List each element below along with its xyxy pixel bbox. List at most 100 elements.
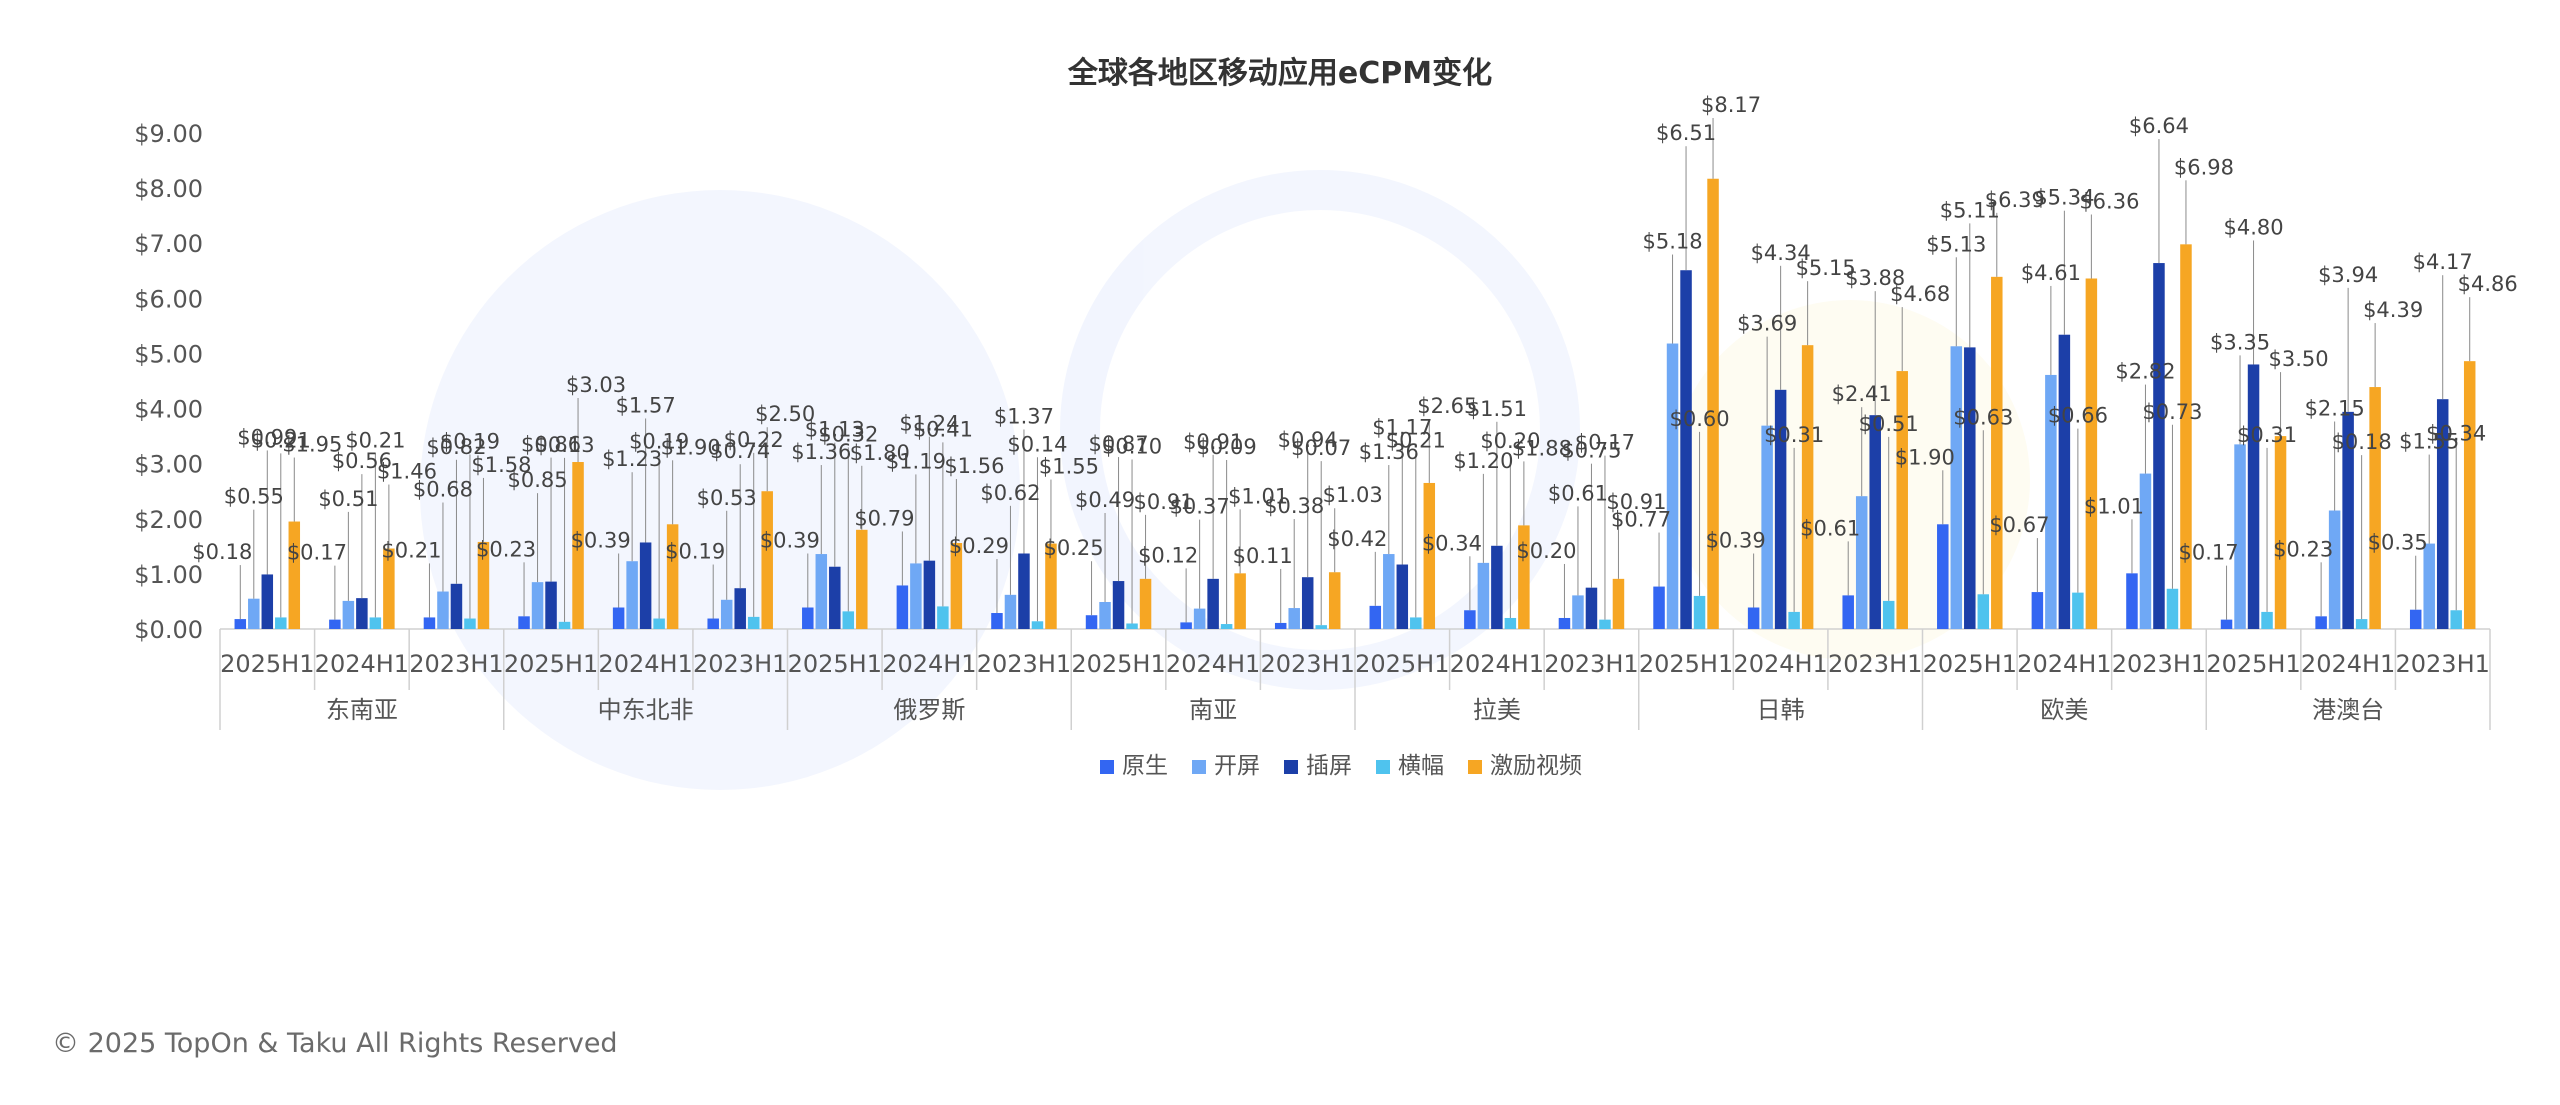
x-tick-label: 2023H1 (1261, 650, 1355, 678)
bar (2409, 609, 2422, 629)
data-label: $4.86 (2458, 272, 2518, 296)
x-tick-label: 2023H1 (409, 650, 503, 678)
region-label: 东南亚 (326, 696, 398, 724)
data-label: $1.20 (1453, 449, 1513, 473)
data-label: $0.20 (1516, 539, 1576, 563)
data-label: $6.51 (1656, 121, 1716, 145)
bar (2126, 573, 2138, 629)
x-tick-label: 2025H1 (504, 650, 598, 678)
data-label: $1.36 (791, 440, 851, 464)
bar (518, 616, 530, 629)
data-label: $0.75 (1561, 439, 1621, 463)
bar (234, 619, 247, 629)
data-label: $0.23 (2273, 537, 2333, 561)
bar (2139, 473, 2152, 629)
bar (1558, 617, 1571, 629)
data-label: $0.61 (1800, 516, 1860, 540)
y-tick-label: $9.00 (134, 120, 203, 148)
data-label: $3.50 (2268, 347, 2328, 371)
bar (1410, 617, 1422, 629)
bar (1707, 178, 1719, 629)
data-label: $0.42 (1327, 527, 1387, 551)
y-tick-label: $3.00 (134, 451, 203, 479)
bar (1288, 608, 1300, 629)
data-label: $0.10 (1102, 434, 1162, 458)
bar (1801, 345, 1814, 629)
data-label: $1.80 (850, 441, 910, 465)
bar (747, 616, 760, 629)
x-tick-label: 2025H1 (788, 650, 882, 678)
y-tick-label: $6.00 (134, 285, 203, 313)
bar (1896, 371, 1908, 629)
data-label: $3.94 (2318, 263, 2378, 287)
bar (1315, 625, 1327, 629)
data-label: $0.18 (192, 540, 252, 564)
data-label: $1.19 (886, 449, 946, 473)
data-label: $0.11 (1233, 544, 1293, 568)
x-tick-label: 2025H1 (1071, 650, 1165, 678)
x-tick-label: 2024H1 (1733, 650, 1827, 678)
bar (356, 598, 368, 629)
data-label: $0.18 (2332, 430, 2392, 454)
data-label: $0.94 (1278, 428, 1338, 452)
bar (1882, 600, 1895, 629)
data-label: $0.21 (381, 538, 441, 562)
bar (2045, 374, 2057, 629)
bar (2031, 592, 2044, 629)
data-label: $0.21 (251, 428, 311, 452)
bar (1937, 524, 1949, 629)
data-label: $6.64 (2129, 114, 2189, 138)
data-label: $1.37 (994, 404, 1054, 428)
bar (815, 554, 828, 629)
bar (2220, 619, 2233, 629)
bar (1139, 578, 1152, 629)
data-label: $0.19 (665, 540, 725, 564)
x-tick-label: 2024H1 (882, 650, 976, 678)
bar (383, 548, 395, 629)
bar (2153, 263, 2165, 629)
bar (2369, 387, 2381, 629)
bar (734, 588, 746, 629)
x-tick-label: 2023H1 (693, 650, 787, 678)
bar (423, 617, 436, 629)
data-label: $0.67 (1989, 513, 2049, 537)
region-label: 中东北非 (598, 696, 694, 724)
bar (1693, 595, 1706, 629)
bar (1585, 587, 1598, 629)
y-axis: $0.00 $1.00 $2.00 $3.00 $4.00 $5.00 $6.00 $7.00… (134, 120, 203, 644)
bar (1680, 270, 1692, 629)
data-label: $0.77 (1611, 508, 1671, 532)
data-label: $0.91 (1606, 490, 1666, 514)
legend-label: 插屏 (1306, 753, 1352, 779)
legend-swatch (1192, 760, 1206, 774)
data-label: $1.57 (616, 393, 676, 417)
region-label: 日韩 (1757, 696, 1805, 724)
bar (639, 542, 652, 629)
bar (531, 582, 544, 629)
legend: 原生 开屏 插屏 横幅 激励视频 (1100, 753, 1582, 779)
data-label: $2.50 (755, 402, 815, 426)
bar (2166, 588, 2179, 629)
bar (1788, 611, 1800, 629)
data-label: $0.17 (287, 541, 347, 565)
bar (1964, 347, 1976, 629)
data-label: $1.13 (805, 418, 865, 442)
data-label: $0.55 (224, 485, 284, 509)
data-label: $2.41 (1832, 382, 1892, 406)
data-label: $4.17 (2413, 250, 2473, 274)
bar (2436, 399, 2449, 629)
data-label: $0.23 (476, 537, 536, 561)
data-label: $0.25 (1043, 536, 1103, 560)
data-label: $0.60 (1669, 407, 1729, 431)
bar (1504, 617, 1517, 629)
legend-swatch (1100, 760, 1114, 774)
bars (234, 178, 2476, 629)
data-label: $0.21 (1386, 428, 1446, 452)
bar (707, 618, 719, 629)
bar (1518, 525, 1530, 629)
data-label: $5.11 (1940, 198, 2000, 222)
data-label: $0.37 (1170, 495, 1230, 519)
bar (910, 563, 922, 629)
copyright-footer: © 2025 TopOn & Taku All Rights Reserved (52, 1028, 618, 1059)
data-labels: $0.18$0.55$0.99$0.21$1.95$0.17$0.51$0.56… (192, 93, 2518, 568)
